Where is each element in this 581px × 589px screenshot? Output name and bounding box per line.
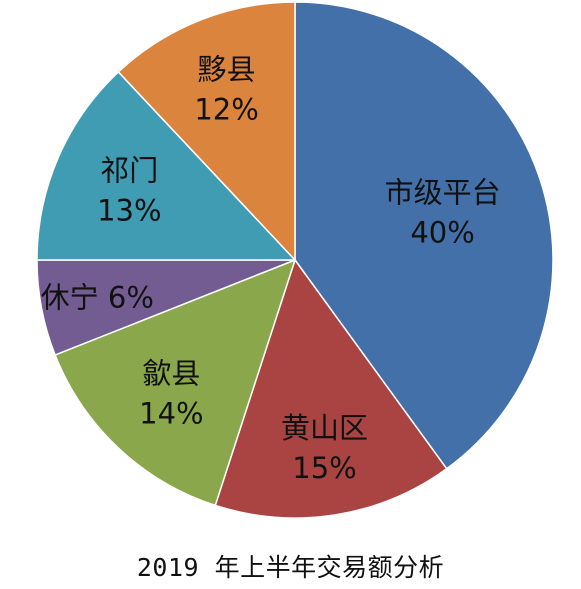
pie-slice <box>117 1 296 262</box>
pie-slice <box>214 258 448 519</box>
slice-name-label: 市级平台 <box>385 176 501 210</box>
pie-chart-svg: 市级平台 40% 黄山区 15% 歙县 14% 休宁 6% 祁门 13% 黟县 12% <box>36 1 554 519</box>
slice-name-label: 祁门 <box>100 153 158 187</box>
pie-slice <box>294 1 554 470</box>
slice-percent-label: 13% <box>97 193 161 227</box>
pie-chart: 市级平台 40% 黄山区 15% 歙县 14% 休宁 6% 祁门 13% 黟县 12% <box>36 1 554 519</box>
chart-title: 2019 年上半年交易额分析 <box>136 553 445 582</box>
slice-percent-label: 40% <box>410 216 474 250</box>
slice-percent-label: 14% <box>139 397 203 431</box>
pie-slice <box>54 258 297 507</box>
pie-slice <box>36 70 297 261</box>
slice-label: 休宁 6% <box>41 281 154 315</box>
slice-name-label: 歙县 <box>142 357 200 391</box>
slice-percent-label: 12% <box>194 92 258 126</box>
slice-name-label: 黟县 <box>198 52 256 86</box>
slice-percent-label: 15% <box>292 451 356 485</box>
slice-name-label: 黄山区 <box>281 411 368 445</box>
